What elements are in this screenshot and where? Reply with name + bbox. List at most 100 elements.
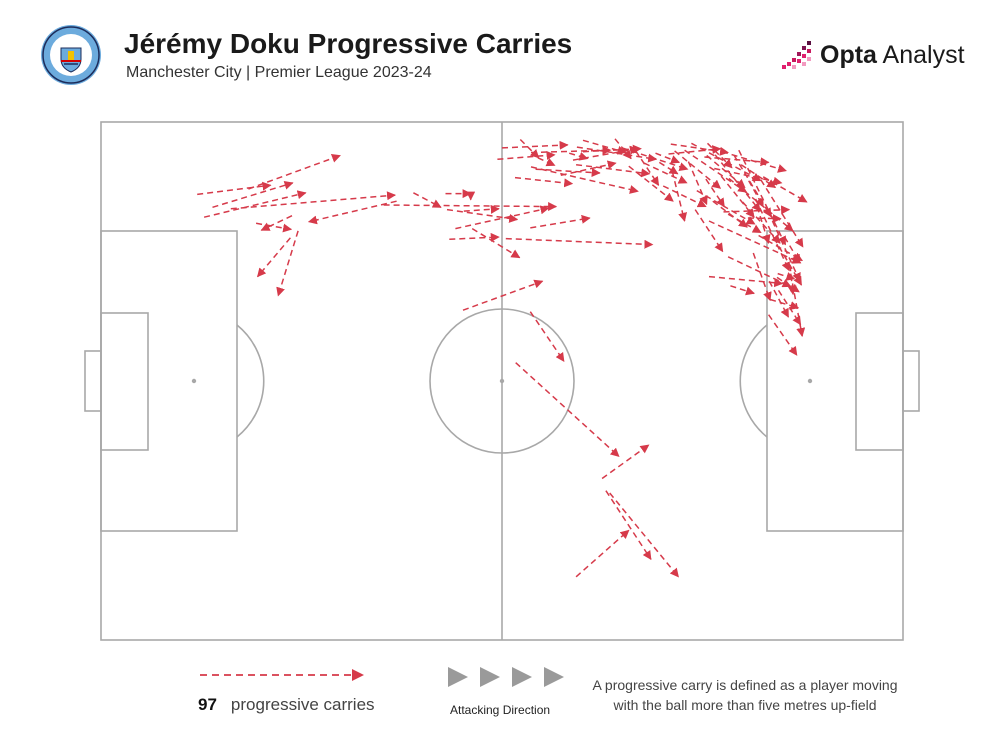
carry-arrow xyxy=(738,149,787,246)
carry-arrow xyxy=(662,185,707,208)
carry-arrow xyxy=(601,444,650,480)
carry-arrow xyxy=(706,142,733,169)
carry-arrow xyxy=(655,152,681,164)
carry-arrow xyxy=(658,161,679,175)
direction-triangle-icon xyxy=(512,667,532,687)
carry-arrow xyxy=(773,237,803,286)
carry-arrow xyxy=(212,180,294,209)
carry-arrow xyxy=(752,252,772,302)
carry-arrow xyxy=(712,200,748,228)
carry-arrow xyxy=(307,200,397,225)
direction-triangle-icon xyxy=(480,667,500,687)
left-penalty-area xyxy=(100,230,238,532)
carry-arrow xyxy=(260,215,293,231)
left-penalty-arc xyxy=(236,324,265,438)
carry-arrow xyxy=(756,206,771,244)
carry-arrow xyxy=(530,166,639,194)
carry-arrow xyxy=(723,205,791,215)
carry-arrow xyxy=(575,529,630,578)
right-penalty-area xyxy=(766,230,904,532)
attacking-direction-label: Attacking Direction xyxy=(450,703,551,717)
carry-arrow xyxy=(771,220,801,283)
carry-arrow xyxy=(576,146,658,163)
carry-arrow xyxy=(762,176,808,203)
direction-triangle-icon xyxy=(448,667,468,687)
centre-spot xyxy=(499,378,505,384)
centre-circle xyxy=(429,308,575,454)
carry-arrow xyxy=(497,150,556,161)
carry-arrow xyxy=(383,202,558,212)
carry-count-value: 97 xyxy=(198,695,217,714)
carry-arrow xyxy=(628,165,674,202)
left-goal xyxy=(84,350,102,412)
carry-arrow xyxy=(203,190,307,218)
carry-arrow xyxy=(760,179,804,248)
carry-arrow xyxy=(721,150,787,173)
carry-arrow xyxy=(777,289,802,326)
carry-arrow xyxy=(501,140,569,150)
carry-arrow xyxy=(462,279,544,311)
carry-arrow xyxy=(413,192,442,208)
carry-arrow xyxy=(740,164,777,189)
carry-arrow xyxy=(728,177,794,232)
carry-arrow xyxy=(767,314,798,356)
definition-note: A progressive carry is defined as a play… xyxy=(592,677,898,713)
attacking-direction-arrows xyxy=(448,667,564,687)
opta-analyst-logo: Opta Analyst xyxy=(780,38,965,72)
pitch-markings xyxy=(84,121,920,641)
carry-arrow xyxy=(730,285,755,296)
carry-arrow xyxy=(609,492,679,578)
carry-arrow xyxy=(519,138,540,159)
legend-carry-arrow xyxy=(200,669,364,681)
carry-count-label: progressive carries xyxy=(230,695,375,714)
carry-arrow xyxy=(248,154,341,190)
carry-arrow xyxy=(635,150,660,186)
carry-arrow xyxy=(787,265,797,296)
carry-arrow xyxy=(471,227,521,259)
carry-arrow xyxy=(621,147,689,171)
carry-arrow xyxy=(537,157,556,167)
carry-arrow xyxy=(733,155,772,218)
carry-arrow xyxy=(230,191,396,210)
carry-arrow xyxy=(455,205,550,230)
carry-arrow xyxy=(671,171,688,222)
carry-arrows xyxy=(197,138,808,578)
carry-arrow xyxy=(747,214,782,224)
page-title: Jérémy Doku Progressive Carries xyxy=(124,28,573,59)
carry-arrow xyxy=(505,237,654,249)
carry-arrow xyxy=(530,145,612,155)
carry-arrow xyxy=(446,208,519,223)
carry-arrow xyxy=(197,181,272,196)
right-penalty-arc xyxy=(739,324,768,438)
carry-arrow xyxy=(515,362,620,458)
carry-arrow xyxy=(776,276,800,293)
carry-arrow xyxy=(582,139,627,155)
left-six-yard-box xyxy=(100,312,149,451)
direction-triangle-icon xyxy=(544,667,564,687)
page-subtitle: Manchester City | Premier League 2023-24 xyxy=(126,64,432,81)
carry-arrow xyxy=(789,273,806,337)
carry-arrow xyxy=(748,180,764,208)
carry-arrow xyxy=(694,209,724,253)
pitch-chart xyxy=(84,121,920,641)
brand-name: Opta Analyst xyxy=(820,40,965,69)
carry-arrow xyxy=(708,220,802,264)
carry-arrow xyxy=(449,232,500,242)
right-goal xyxy=(902,350,920,412)
carry-arrow xyxy=(276,230,299,297)
right-six-yard-box xyxy=(855,312,904,451)
carry-arrow xyxy=(691,142,762,182)
legend: 97 progressive carries Attacking Directio… xyxy=(0,655,1000,735)
club-badge xyxy=(40,24,102,86)
carry-arrow xyxy=(257,237,291,278)
carry-arrow xyxy=(530,214,591,229)
carry-arrow xyxy=(706,154,746,189)
carry-arrow xyxy=(705,178,725,208)
carry-arrow xyxy=(643,162,688,184)
carry-arrow xyxy=(769,298,800,310)
carry-arrow xyxy=(708,275,784,288)
carry-arrow xyxy=(514,176,574,188)
carry-arrow xyxy=(687,161,708,206)
left-penalty-spot xyxy=(191,378,197,384)
carry-count: 97 progressive carries xyxy=(198,695,375,715)
